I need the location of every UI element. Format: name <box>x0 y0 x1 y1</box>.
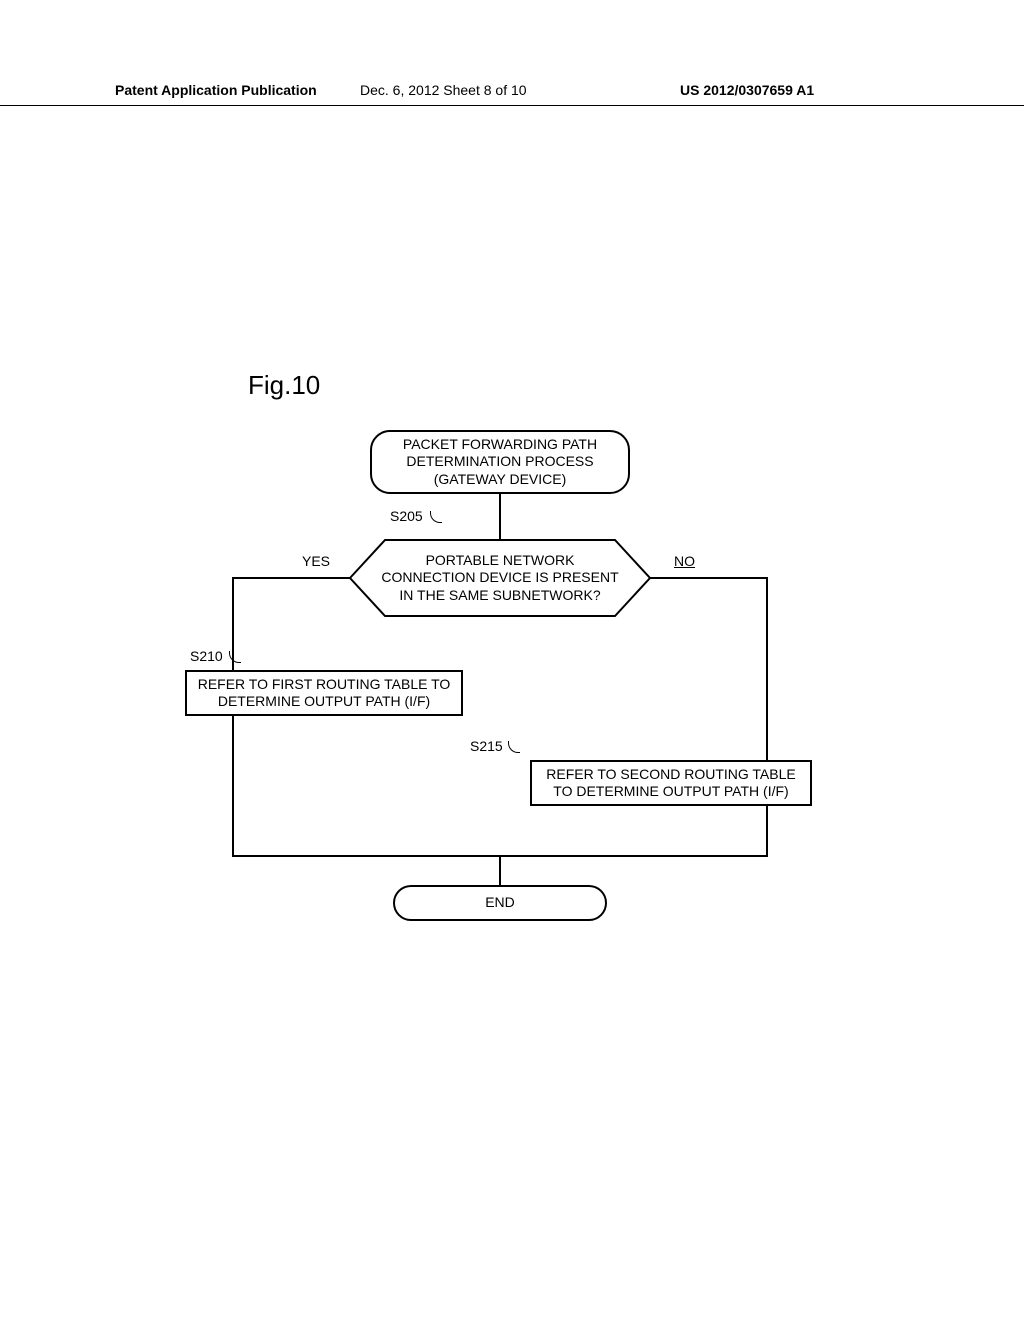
connector-yes-h <box>232 577 350 579</box>
start-line3: (GATEWAY DEVICE) <box>434 471 567 489</box>
header-center: Dec. 6, 2012 Sheet 8 of 10 <box>360 82 527 98</box>
start-line2: DETERMINATION PROCESS <box>406 453 593 471</box>
decision-node: PORTABLE NETWORK CONNECTION DEVICE IS PR… <box>325 538 675 618</box>
step-label-s205: S205 <box>390 508 423 524</box>
end-text: END <box>485 894 515 912</box>
step-label-s215: S215 <box>470 738 503 754</box>
start-terminator: PACKET FORWARDING PATH DETERMINATION PRO… <box>370 430 630 494</box>
yes-label: YES <box>302 553 330 569</box>
process-no-line2: TO DETERMINE OUTPUT PATH (I/F) <box>553 783 788 801</box>
page-header: Patent Application Publication Dec. 6, 2… <box>0 82 1024 106</box>
header-right: US 2012/0307659 A1 <box>680 82 814 98</box>
connector-no-h <box>650 577 768 579</box>
process-yes-line2: DETERMINE OUTPUT PATH (I/F) <box>218 693 430 711</box>
connector-no-down <box>766 806 768 855</box>
connector-merge-down <box>499 855 501 885</box>
s210-text: S210 <box>190 648 223 664</box>
decision-line1: PORTABLE NETWORK <box>426 552 575 570</box>
decision-line2: CONNECTION DEVICE IS PRESENT <box>381 569 618 587</box>
step-label-s210: S210 <box>190 648 223 664</box>
connector-yes-down <box>232 716 234 855</box>
s205-text: S205 <box>390 508 423 524</box>
connector-no-v <box>766 577 768 760</box>
end-terminator: END <box>393 885 607 921</box>
header-left: Patent Application Publication <box>115 82 317 98</box>
process-yes-line1: REFER TO FIRST ROUTING TABLE TO <box>198 676 451 694</box>
start-line1: PACKET FORWARDING PATH <box>403 436 597 454</box>
process-yes: REFER TO FIRST ROUTING TABLE TO DETERMIN… <box>185 670 463 716</box>
no-label: NO <box>674 553 695 569</box>
decision-line3: IN THE SAME SUBNETWORK? <box>399 587 600 605</box>
hook-s210 <box>229 651 241 663</box>
figure-label: Fig.10 <box>248 370 320 401</box>
hook-s205 <box>430 511 442 523</box>
process-no: REFER TO SECOND ROUTING TABLE TO DETERMI… <box>530 760 812 806</box>
s215-text: S215 <box>470 738 503 754</box>
process-no-line1: REFER TO SECOND ROUTING TABLE <box>546 766 795 784</box>
hook-s215 <box>508 741 520 753</box>
